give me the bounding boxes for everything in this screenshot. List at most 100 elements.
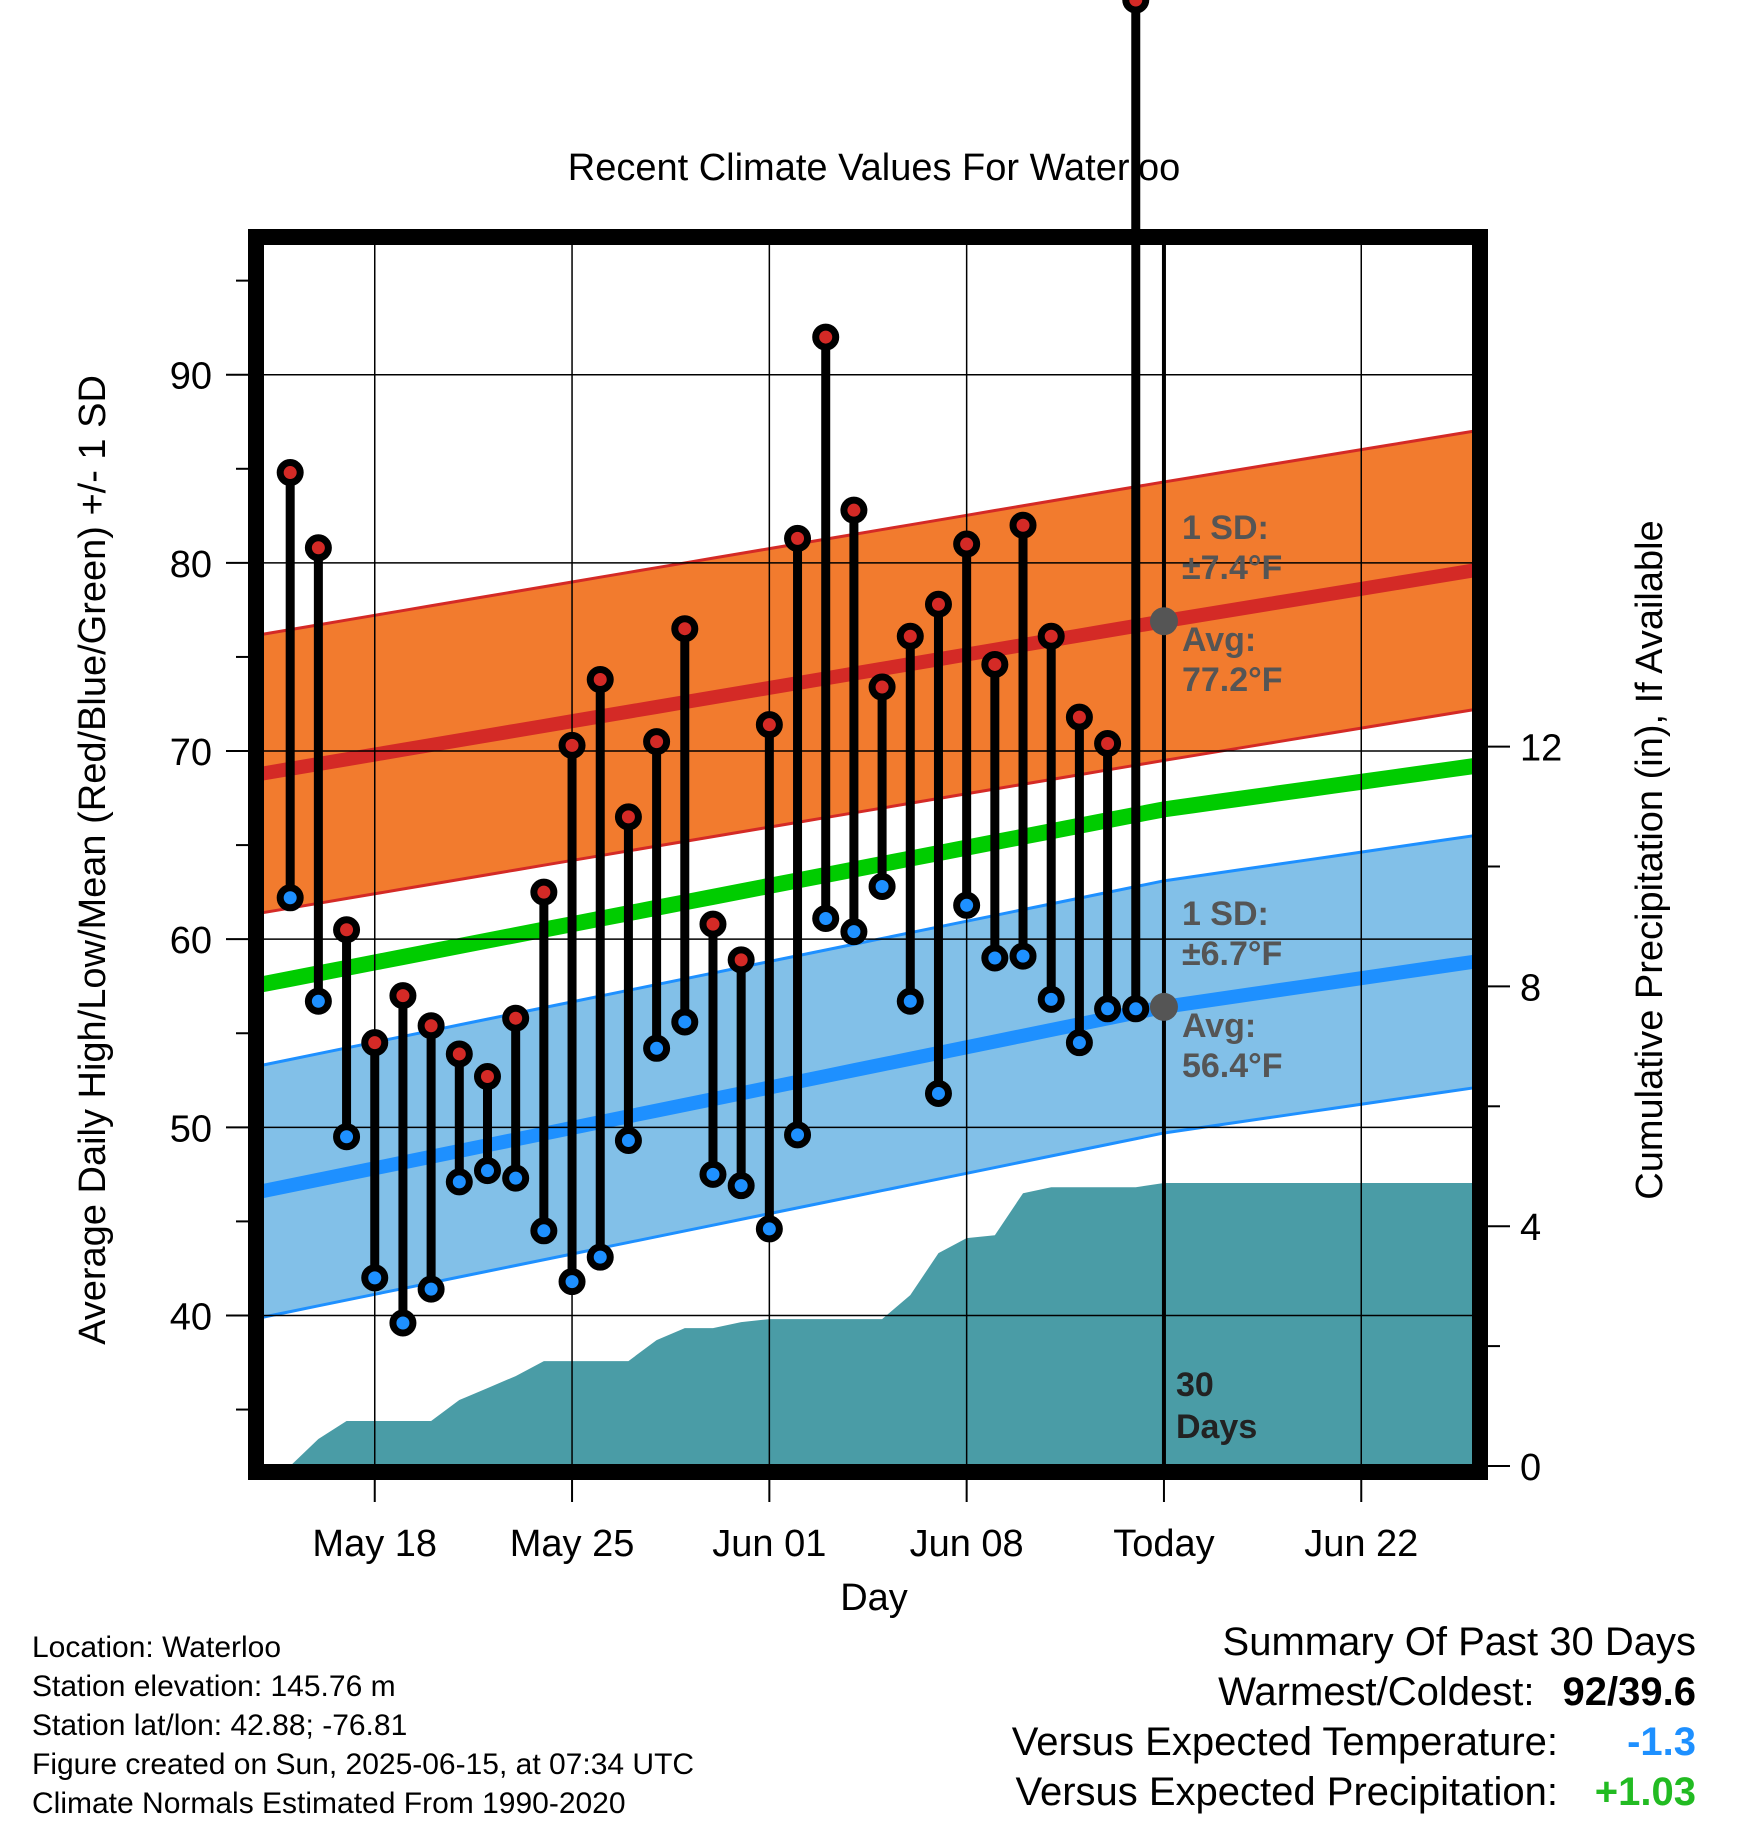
plot-frame [248, 229, 1488, 1480]
daily-high-point [643, 728, 671, 756]
daily-low-point [671, 1008, 699, 1036]
daily-high-point [727, 946, 755, 974]
daily-high-point [868, 673, 896, 701]
high-sd-label: 1 SD: [1182, 509, 1269, 547]
daily-low-point [755, 1215, 783, 1243]
y2-tick-label: 8 [1520, 967, 1541, 1009]
daily-high-point [502, 1004, 530, 1032]
precip-anomaly-row: Versus Expected Precipitation: +1.03 [796, 1770, 1696, 1820]
daily-low-point [502, 1164, 530, 1192]
x-tick-label: May 25 [510, 1523, 635, 1565]
daily-high-point [924, 590, 952, 618]
footer-normals: Climate Normals Estimated From 1990-2020 [32, 1787, 626, 1820]
temp-anomaly-row: Versus Expected Temperature: -1.3 [796, 1720, 1696, 1770]
chart-title: Recent Climate Values For Waterloo [568, 147, 1180, 189]
daily-low-point [699, 1160, 727, 1188]
x-axis-label: Day [840, 1577, 908, 1619]
daily-low-point [361, 1264, 389, 1292]
high-sd-value: ±7.4°F [1182, 549, 1282, 587]
low-sd-band [262, 835, 1474, 1318]
normal-low-line [260, 954, 1476, 1199]
daily-high-point [361, 1029, 389, 1057]
high-sd-band-lower-edge [261, 708, 1475, 915]
daily-low-point [445, 1168, 473, 1196]
daily-high-point [276, 459, 304, 487]
daily-high-point [417, 1012, 445, 1040]
daily-low-point [1122, 995, 1150, 1023]
y-axis-label: Average Daily High/Low/Mean (Red/Blue/Gr… [72, 375, 114, 1345]
today-high-avg-dot [1149, 607, 1178, 636]
temp-anomaly-value: -1.3 [1627, 1720, 1696, 1764]
y-tick-label: 40 [170, 1296, 212, 1338]
y2-tick-label: 0 [1520, 1447, 1541, 1489]
daily-high-point [304, 534, 332, 562]
y-tick-label: 80 [170, 544, 212, 586]
daily-high-point [614, 803, 642, 831]
daily-low-point [473, 1157, 501, 1185]
daily-high-point [1009, 511, 1037, 539]
footer-location: Location: Waterloo [32, 1631, 282, 1664]
summary-title-row: Summary Of Past 30 Days [796, 1620, 1696, 1670]
daily-high-point [1122, 0, 1150, 14]
low-avg-value: 56.4°F [1182, 1047, 1283, 1085]
daily-low-point [924, 1079, 952, 1107]
daily-low-point [417, 1275, 445, 1303]
x-tick-label: Today [1113, 1523, 1214, 1565]
precip-area [262, 1183, 1474, 1466]
y-tick-label: 50 [170, 1108, 212, 1150]
precip-anomaly-value: +1.03 [1594, 1770, 1696, 1814]
days-count: 30 [1176, 1366, 1214, 1404]
high-avg-label: Avg: [1182, 621, 1256, 659]
daily-high-point [530, 878, 558, 906]
daily-high-point [389, 982, 417, 1010]
y-tick-label: 70 [170, 732, 212, 774]
daily-low-point [530, 1217, 558, 1245]
low-sd-label: 1 SD: [1182, 895, 1269, 933]
y-tick-label: 90 [170, 356, 212, 398]
daily-high-point [586, 666, 614, 694]
daily-high-point [333, 916, 361, 944]
low-sd-band-lower-edge [261, 1086, 1475, 1319]
summary-title: Summary Of Past 30 Days [1222, 1620, 1696, 1664]
high-avg-value: 77.2°F [1182, 661, 1283, 699]
daily-low-point [784, 1121, 812, 1149]
daily-high-point [445, 1040, 473, 1068]
y-tick-label: 60 [170, 920, 212, 962]
x-tick-label: Jun 01 [712, 1523, 826, 1565]
daily-high-point [755, 711, 783, 739]
daily-high-point [473, 1063, 501, 1091]
y2-tick-label: 12 [1520, 728, 1562, 770]
daily-low-point [304, 987, 332, 1015]
daily-low-point [614, 1126, 642, 1154]
daily-high-point [840, 496, 868, 524]
station-info: Location: Waterloo Station elevation: 14… [32, 1628, 694, 1823]
normal-mean-line [260, 758, 1476, 993]
low-sd-band-upper-edge [261, 834, 1475, 1067]
daily-low-point [868, 872, 896, 900]
daily-high-point [981, 650, 1009, 678]
daily-low-point [558, 1268, 586, 1296]
daily-low-point [953, 891, 981, 919]
summary-panel: Summary Of Past 30 Days Warmest/Coldest:… [796, 1620, 1696, 1820]
daily-low-point [812, 904, 840, 932]
daily-low-point [1065, 1029, 1093, 1057]
days-label: Days [1176, 1408, 1257, 1446]
footer-elevation: Station elevation: 145.76 m [32, 1670, 396, 1703]
daily-high-point [1037, 622, 1065, 650]
daily-low-point [1094, 995, 1122, 1023]
daily-high-point [1094, 729, 1122, 757]
daily-high-point [1065, 703, 1093, 731]
footer-created: Figure created on Sun, 2025-06-15, at 07… [32, 1748, 695, 1781]
x-tick-label: Jun 22 [1304, 1523, 1418, 1565]
low-avg-label: Avg: [1182, 1007, 1256, 1045]
today-low-avg-dot [1149, 992, 1178, 1021]
precip-anomaly-label: Versus Expected Precipitation: [1015, 1770, 1558, 1814]
normal-high-line [260, 563, 1476, 781]
daily-low-point [896, 987, 924, 1015]
x-tick-label: Jun 08 [910, 1523, 1024, 1565]
daily-low-point [643, 1034, 671, 1062]
y2-tick-label: 4 [1520, 1207, 1541, 1249]
warm-cold-label: Warmest/Coldest: [1218, 1670, 1535, 1714]
temp-anomaly-label: Versus Expected Temperature: [1011, 1720, 1558, 1764]
high-sd-band-upper-edge [261, 429, 1475, 636]
